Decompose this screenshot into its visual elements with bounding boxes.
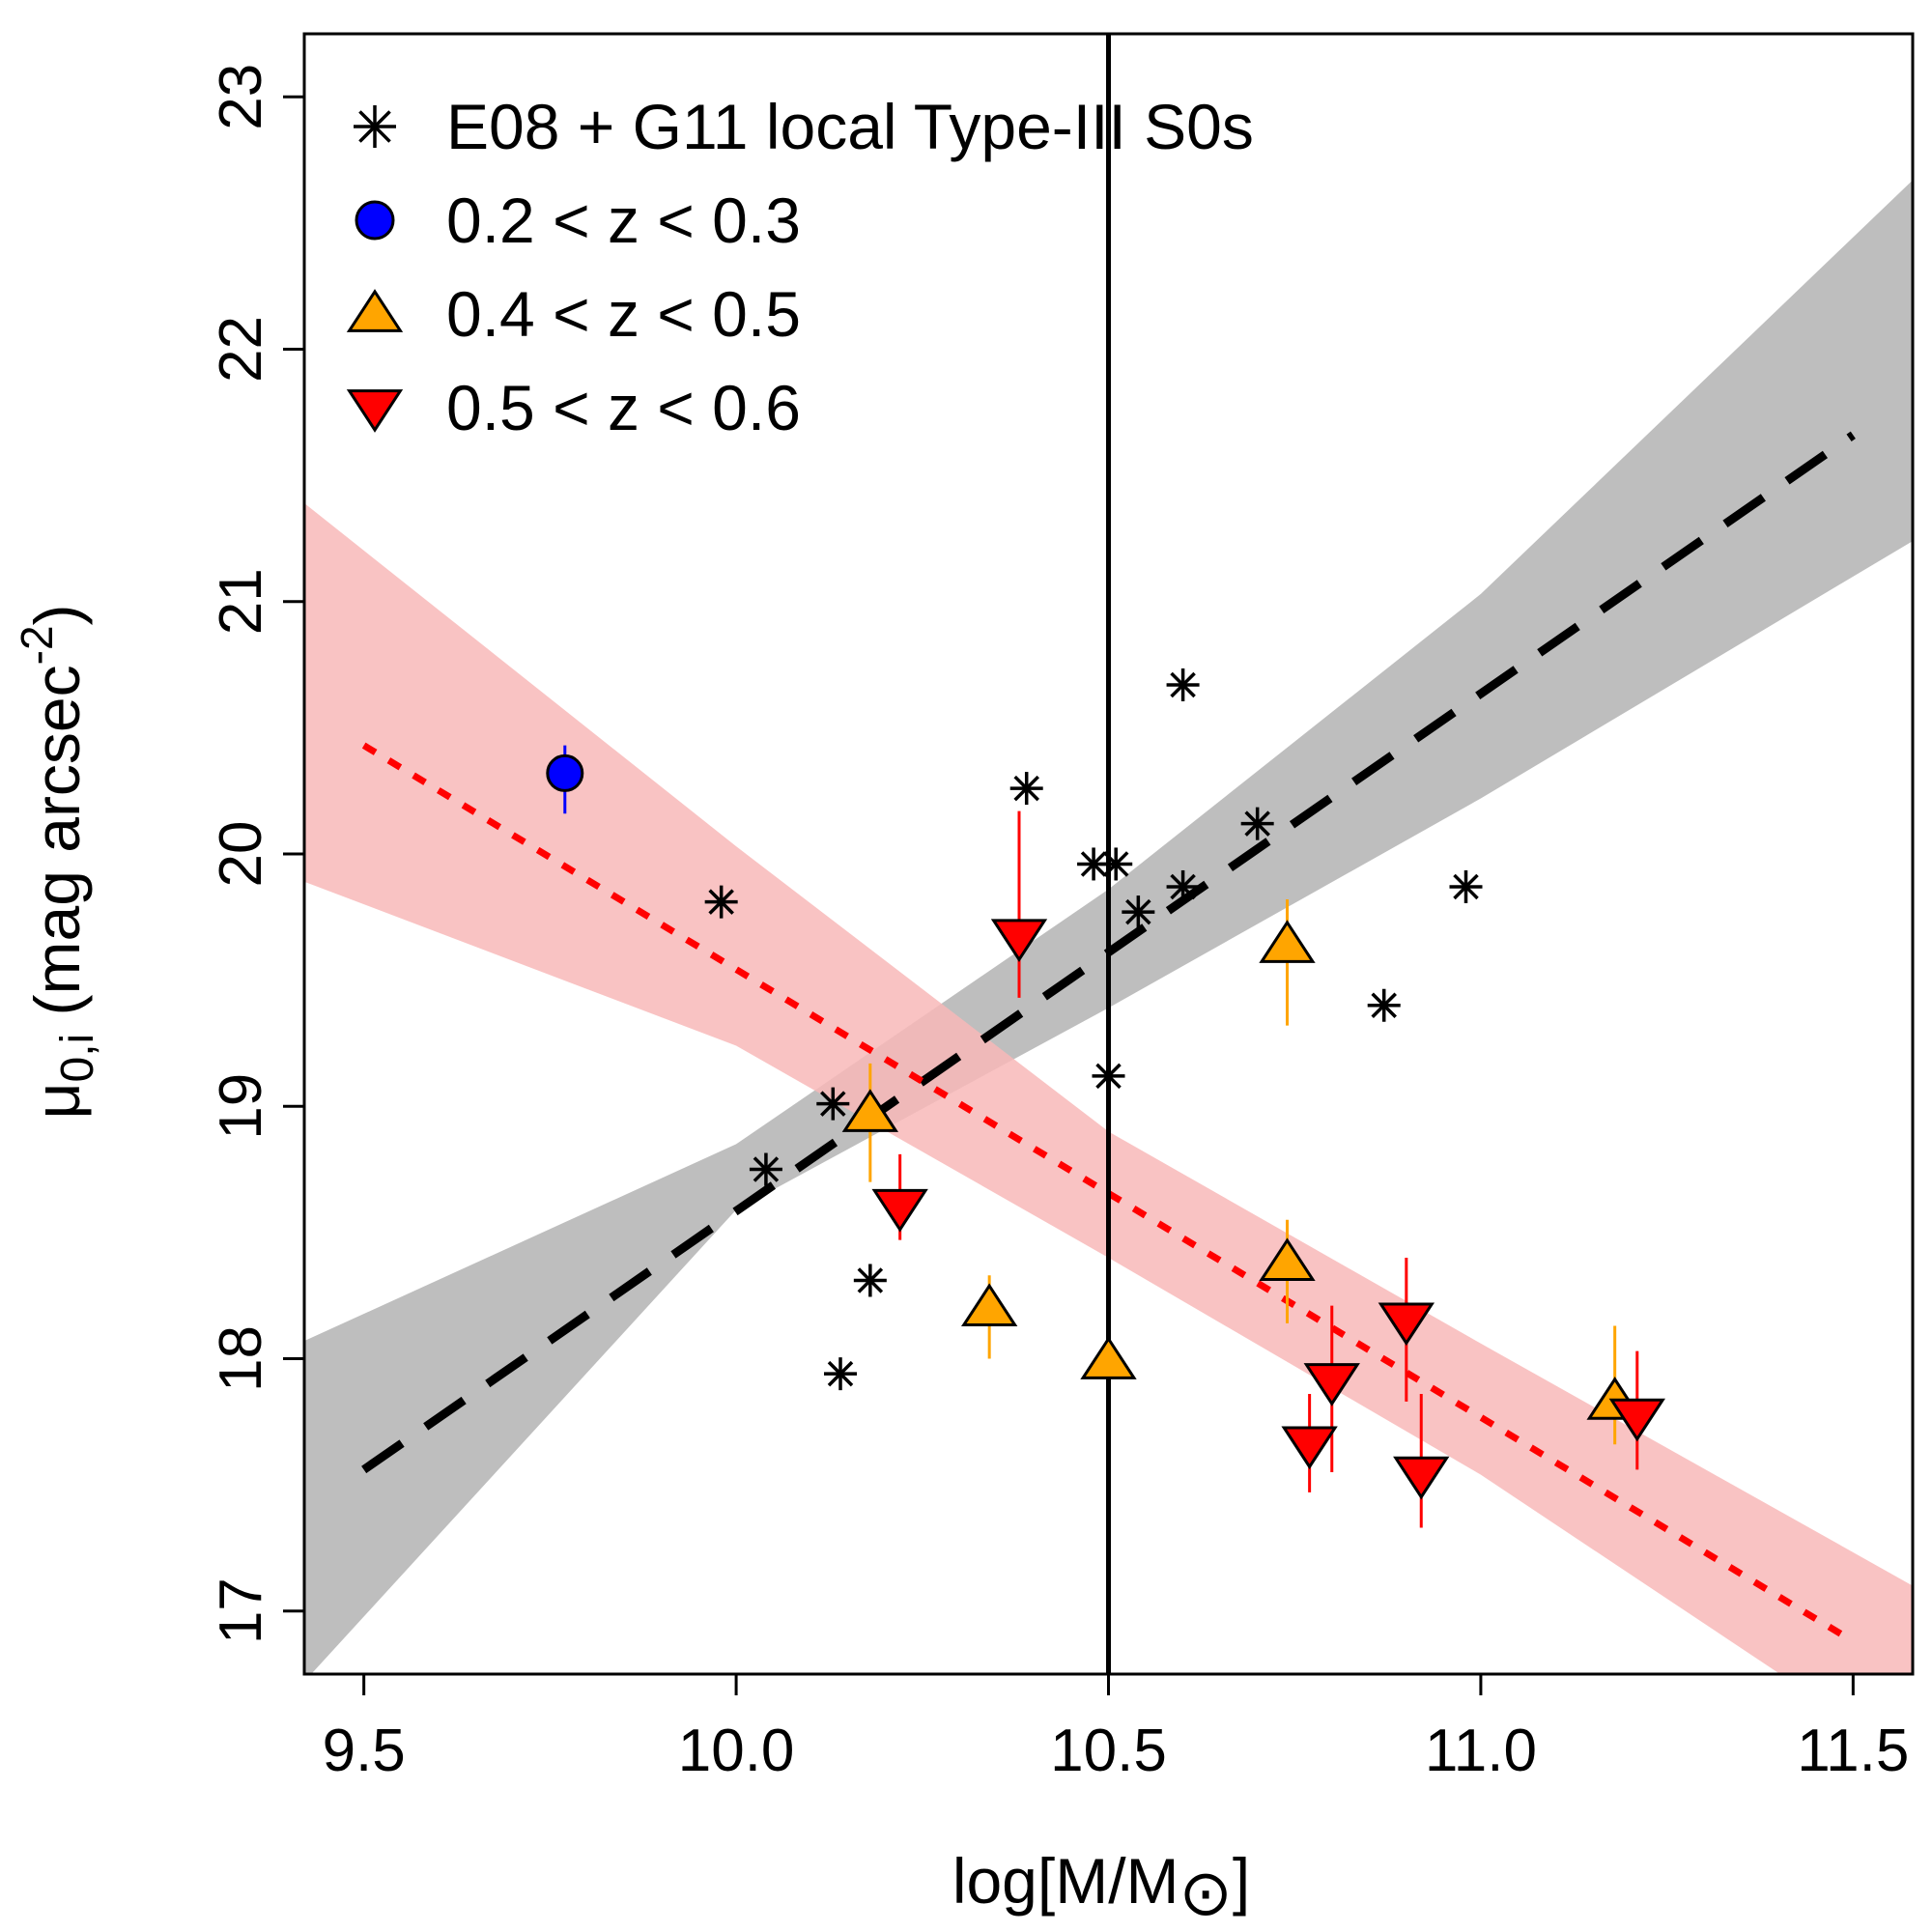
- x-axis: 9.5 10.0 10.5 11.0 11.5: [323, 1674, 1909, 1784]
- legend-label: E08 + G11 local Type-III S0s: [446, 91, 1254, 162]
- x-axis-title-sub: ⊙: [1179, 1857, 1233, 1928]
- y-axis-title-main: (mag arcsec: [21, 665, 93, 1033]
- data-point-triangle-down: [1608, 1398, 1665, 1442]
- x-axis-title-close: ]: [1233, 1845, 1250, 1917]
- legend-marker-triangle-up: [346, 289, 404, 332]
- data-point-triangle-down: [1378, 1302, 1435, 1347]
- data-point-triangle-up: [1080, 1336, 1137, 1379]
- y-tick-label: 23: [208, 64, 274, 130]
- data-point-triangle-down: [1281, 1426, 1338, 1470]
- y-tick-label: 17: [208, 1577, 274, 1644]
- data-point-asterisk: [1122, 895, 1155, 929]
- y-axis-title-mu: μ: [21, 1083, 93, 1120]
- data-point-triangle-down: [1393, 1456, 1450, 1500]
- y-tick-label: 21: [208, 568, 274, 635]
- data-point-asterisk: [704, 885, 738, 919]
- data-point-asterisk: [1166, 668, 1200, 701]
- data-point-triangle-up: [1259, 1237, 1316, 1282]
- data-point-asterisk: [1240, 807, 1274, 840]
- legend: E08 + G11 local Type-III S0s 0.2 < z < 0.…: [346, 91, 1254, 443]
- x-tick-label: 10.5: [1050, 1718, 1167, 1784]
- x-tick-label: 11.0: [1425, 1718, 1537, 1784]
- legend-marker-circle: [355, 200, 395, 241]
- data-point-circle: [546, 753, 584, 792]
- data-point-asterisk: [749, 1152, 782, 1186]
- data-point-asterisk: [824, 1357, 857, 1391]
- data-point-triangle-up: [960, 1283, 1018, 1327]
- x-tick-label: 9.5: [323, 1718, 406, 1784]
- y-tick-label: 18: [208, 1325, 274, 1392]
- y-tick-label: 22: [208, 316, 274, 383]
- legend-marker-triangle-down: [346, 389, 404, 433]
- data-point-asterisk: [1009, 772, 1043, 806]
- data-point-asterisk: [1367, 988, 1401, 1022]
- legend-label: 0.5 < z < 0.6: [446, 372, 801, 443]
- legend-label: 0.2 < z < 0.3: [446, 185, 801, 256]
- data-point-triangle-up: [1259, 920, 1316, 963]
- y-axis-title-close: ): [21, 604, 93, 625]
- data-point-triangle-up: [841, 1089, 899, 1132]
- data-point-asterisk: [1099, 847, 1133, 881]
- y-tick-label: 20: [208, 821, 274, 888]
- data-point-asterisk: [1449, 869, 1483, 903]
- x-axis-title-main: log[M/M: [952, 1845, 1179, 1917]
- y-axis-title-sub: 0,i: [52, 1034, 103, 1083]
- y-axis-title-sup: -2: [12, 625, 62, 665]
- legend-marker-asterisk: [354, 105, 396, 148]
- x-axis-title: log[M/M⊙]: [952, 1845, 1250, 1928]
- data-point-asterisk: [816, 1087, 850, 1121]
- x-tick-label: 10.0: [678, 1718, 795, 1784]
- data-point-triangle-down: [871, 1188, 928, 1233]
- legend-label: 0.4 < z < 0.5: [446, 278, 801, 350]
- data-point-asterisk: [1092, 1059, 1125, 1093]
- y-axis-title: μ0,i (mag arcsec-2): [12, 604, 103, 1119]
- data-point-asterisk: [1077, 847, 1111, 881]
- data-point-asterisk: [1166, 869, 1200, 903]
- y-axis: 17 18 19 20 21 22 23: [208, 64, 304, 1644]
- confidence-band-distant: [304, 502, 1913, 1674]
- data-point-triangle-down: [990, 919, 1048, 963]
- data-points: [546, 668, 1665, 1500]
- x-tick-label: 11.5: [1797, 1718, 1909, 1784]
- y-tick-label: 19: [208, 1073, 274, 1140]
- data-point-triangle-down: [1303, 1363, 1360, 1406]
- data-point-asterisk: [853, 1264, 887, 1297]
